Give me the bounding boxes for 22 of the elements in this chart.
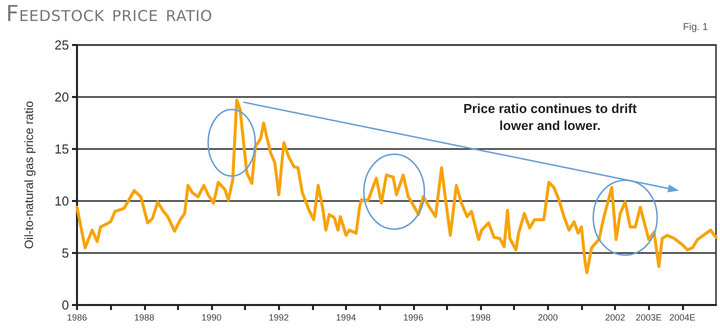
- x-tick-label: 1996: [403, 312, 424, 322]
- x-tick-label: 2004E: [669, 312, 696, 322]
- line-series: [76, 98, 718, 274]
- chart-title: Feedstock price ratio: [6, 2, 213, 27]
- x-tick-label: 1986: [66, 312, 88, 322]
- x-tick-label: 1988: [134, 312, 154, 322]
- x-tick-label: 2000: [538, 312, 558, 322]
- x-tick-label: 1998: [470, 312, 491, 322]
- y-tick-label: 15: [54, 142, 69, 156]
- y-axis-title: Oil-to-natural gas price ratio: [22, 100, 36, 250]
- y-tick-label: 10: [54, 194, 69, 208]
- caption: Fig. 1: [682, 22, 708, 33]
- x-tick-label: 1994: [336, 312, 356, 322]
- x-tick-label: 1992: [268, 312, 289, 322]
- y-tick-label: 0: [62, 298, 69, 312]
- annotation: Price ratio continues to drift lower and lower.: [462, 100, 638, 134]
- y-tick-label: 25: [54, 38, 69, 52]
- y-tick-label: 5: [62, 246, 69, 260]
- x-tick-label: 2003E: [636, 312, 662, 322]
- x-tick-label: 2002: [605, 312, 626, 322]
- y-tick-label: 20: [54, 90, 69, 104]
- x-tick-label: 1990: [202, 312, 222, 322]
